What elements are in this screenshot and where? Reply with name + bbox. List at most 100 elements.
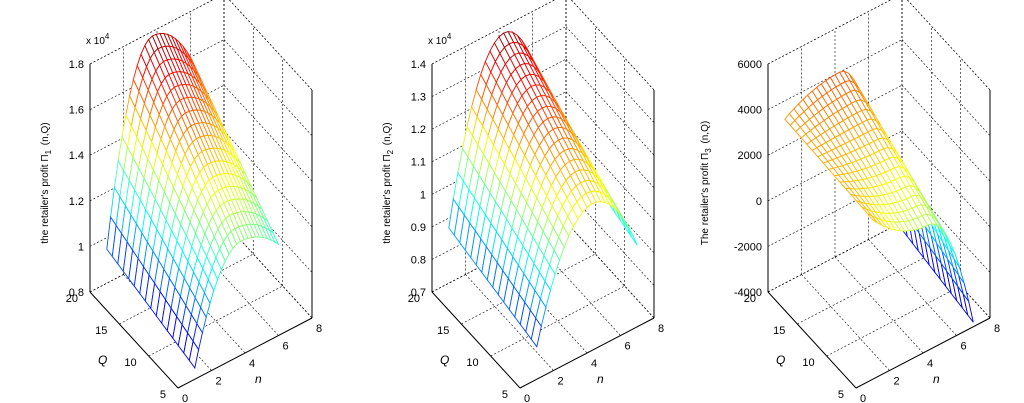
n-gridline [565, 221, 655, 319]
q-gridline [519, 317, 655, 389]
z-tick-label: 1.2 [411, 124, 426, 136]
n-tick-label: 0 [860, 393, 866, 403]
z-axis-label: The retailer's profit Π3 (n,Q) [700, 121, 713, 246]
surface-cell [530, 317, 542, 348]
n-gridline [431, 291, 521, 389]
z-tick-label: 4000 [738, 105, 762, 117]
z-tick-label: 0.8 [69, 287, 84, 299]
n-tick-label: 4 [249, 358, 255, 370]
q-tick-label: 5 [502, 389, 508, 401]
z-gridline [767, 39, 903, 110]
box-edge [229, 0, 313, 91]
n-tick-label: 6 [625, 341, 631, 353]
q-tick-label: 10 [802, 357, 814, 369]
z-tick-label: 1.4 [411, 59, 426, 71]
q-tick-label: 20 [408, 293, 420, 305]
n-axis-label: n [255, 372, 262, 386]
z-gridline [565, 26, 655, 123]
z-multiplier: x 104 [428, 32, 452, 47]
z-tick-label: 0.9 [411, 222, 426, 234]
n-gridline [868, 239, 957, 336]
z-gridline [901, 39, 991, 136]
z-tick-label: 1.8 [69, 59, 84, 71]
z-gridline [565, 124, 655, 221]
n-tick-label: 0 [182, 393, 188, 403]
z-gridline [89, 39, 225, 110]
q-gridline [148, 285, 283, 357]
z-tick-label: 1.3 [411, 92, 426, 104]
n-gridline [801, 274, 890, 371]
n-tick-label: 4 [927, 358, 933, 370]
z-gridline [901, 130, 991, 228]
n-tick-label: 0 [524, 393, 530, 403]
q-gridline [767, 221, 903, 293]
z-tick-label: 1 [78, 241, 84, 253]
z-tick-label: 1.6 [69, 105, 84, 117]
z-tick-label: 1 [420, 189, 426, 201]
z-gridline [907, 0, 991, 91]
z-axis-label: the retailer's profit Π1 (n,Q) [40, 122, 53, 243]
n-gridline [465, 274, 554, 371]
z-gridline [767, 84, 903, 156]
n-tick-label: 4 [591, 358, 597, 370]
z-tick-label: -4000 [734, 287, 762, 299]
z-tick-label: 0.8 [411, 254, 426, 266]
q-gridline [855, 317, 991, 389]
n-tick-label: 2 [894, 376, 900, 388]
z-gridline [431, 26, 567, 97]
q-tick-label: 10 [124, 357, 136, 369]
q-tick-label: 15 [773, 325, 785, 337]
surface-plot-3: -4000 -2000 0 2000 4000 6000 5 10 15 20 0 2 4 6 8 Qn The… [700, 0, 1000, 403]
z-gridline [901, 84, 991, 182]
z-gridline [89, 0, 214, 65]
q-tick-label: 20 [66, 293, 78, 305]
z-gridline [223, 39, 313, 136]
z-tick-label: 6000 [738, 59, 762, 71]
n-tick-label: 8 [316, 323, 322, 335]
n-gridline [89, 291, 179, 389]
z-tick-label: 1.1 [411, 157, 426, 169]
q-gridline [119, 253, 254, 325]
n-tick-label: 2 [558, 376, 564, 388]
q-tick-label: 10 [466, 357, 478, 369]
z-gridline [565, 58, 655, 156]
surface-cell [188, 340, 200, 369]
n-tick-label: 6 [961, 341, 967, 353]
q-gridline [826, 285, 961, 357]
q-axis-label: Q [440, 353, 449, 367]
n-axis-label: n [933, 372, 940, 386]
z-gridline [223, 84, 313, 182]
q-gridline [461, 253, 596, 325]
z-gridline [571, 0, 655, 91]
q-gridline [177, 317, 313, 389]
box-edge [907, 0, 991, 91]
n-gridline [767, 291, 857, 389]
z-tick-label: 1.2 [69, 196, 84, 208]
surface-plot-2: 0.7 0.8 0.9 1 1.1 1.2 1.3 1.4 5 10 15 20 0 2 4 6 8 Qn x 10… [382, 0, 664, 403]
z-axis-label: the retailer's profit Π2 (n,Q) [382, 122, 395, 243]
z-gridline [431, 58, 567, 130]
q-axis-label: Q [98, 353, 107, 367]
n-tick-label: 6 [283, 341, 289, 353]
z-tick-label: 0 [756, 196, 762, 208]
n-axis-label: n [597, 372, 604, 386]
q-axis-label: Q [776, 353, 785, 367]
z-gridline [767, 0, 892, 65]
q-tick-label: 20 [744, 293, 756, 305]
z-gridline [431, 0, 556, 65]
z-gridline [223, 130, 313, 228]
box-edge [571, 0, 655, 91]
n-tick-label: 8 [658, 323, 664, 335]
q-tick-label: 15 [437, 325, 449, 337]
n-tick-label: 2 [216, 376, 222, 388]
z-gridline [229, 0, 313, 91]
z-tick-label: 1.4 [69, 150, 84, 162]
z-tick-label: 0.7 [411, 287, 426, 299]
z-tick-label: 2000 [738, 150, 762, 162]
q-tick-label: 15 [95, 325, 107, 337]
surface-cell [866, 213, 878, 224]
n-tick-label: 8 [994, 323, 1000, 335]
q-tick-label: 5 [160, 389, 166, 401]
z-gridline [565, 91, 655, 188]
